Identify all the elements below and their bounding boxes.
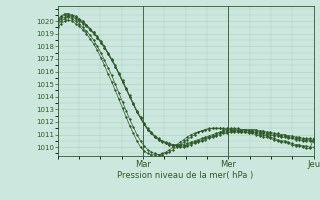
X-axis label: Pression niveau de la mer( hPa ): Pression niveau de la mer( hPa ) xyxy=(117,171,254,180)
